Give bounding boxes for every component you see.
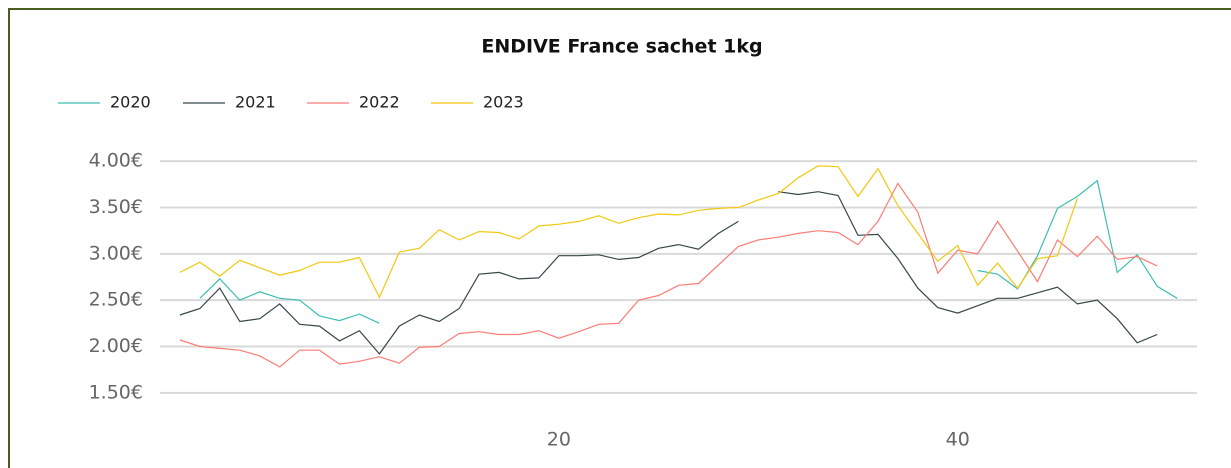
series-line [179, 182, 1158, 368]
chart-title: ENDIVE France sachet 1kg [481, 36, 762, 58]
legend-label: 2022 [359, 93, 400, 112]
legend-label: 2020 [110, 93, 151, 112]
y-tick-label: 3.50€ [89, 196, 143, 218]
series-line [199, 179, 1178, 324]
x-tick-label: 40 [946, 429, 970, 451]
y-tick-label: 2.50€ [89, 289, 143, 311]
legend-label: 2021 [235, 93, 276, 112]
y-tick-label: 3.00€ [89, 242, 143, 264]
frame [8, 8, 1231, 468]
legend-label: 2023 [483, 93, 524, 112]
series-line [179, 165, 1078, 299]
x-tick-label: 20 [547, 429, 571, 451]
y-tick-label: 4.00€ [89, 150, 143, 172]
y-tick-label: 1.50€ [89, 381, 143, 403]
series-line [179, 191, 1158, 355]
y-tick-label: 2.00€ [89, 335, 143, 357]
